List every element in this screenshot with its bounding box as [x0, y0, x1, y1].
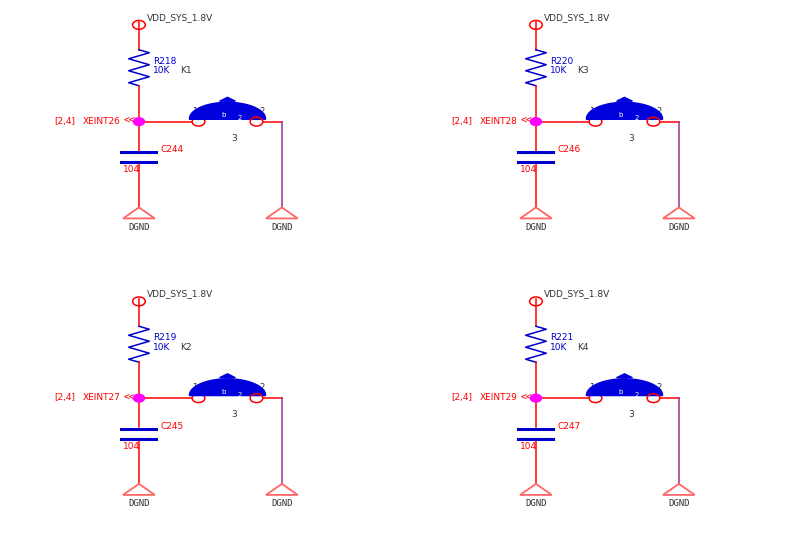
Text: XEINT26: XEINT26 — [83, 117, 121, 126]
Text: <<: << — [520, 116, 532, 126]
Polygon shape — [586, 102, 662, 119]
Circle shape — [530, 118, 542, 126]
Text: R219: R219 — [153, 333, 176, 342]
Polygon shape — [616, 97, 632, 101]
Text: DGND: DGND — [128, 499, 150, 508]
Text: DGND: DGND — [271, 223, 293, 232]
Text: 2: 2 — [657, 107, 662, 116]
Polygon shape — [219, 374, 235, 378]
Polygon shape — [189, 379, 265, 395]
Text: 104: 104 — [520, 165, 538, 174]
Text: <<: << — [123, 393, 135, 403]
Text: 1: 1 — [192, 383, 197, 392]
Text: 2: 2 — [237, 392, 241, 398]
Text: VDD_SYS_1.8V: VDD_SYS_1.8V — [544, 290, 610, 299]
Text: b: b — [619, 389, 622, 394]
Text: C244: C244 — [160, 145, 183, 154]
Text: 104: 104 — [123, 165, 141, 174]
Text: 3: 3 — [231, 410, 237, 419]
Text: 104: 104 — [123, 442, 141, 451]
Text: 3: 3 — [628, 134, 634, 143]
Text: C245: C245 — [160, 422, 183, 431]
Text: K2: K2 — [180, 342, 191, 352]
Text: VDD_SYS_1.8V: VDD_SYS_1.8V — [147, 290, 213, 299]
Text: C246: C246 — [557, 145, 580, 154]
Text: b: b — [619, 112, 622, 118]
Text: R220: R220 — [550, 56, 573, 66]
Circle shape — [133, 118, 145, 126]
Text: C247: C247 — [557, 422, 580, 431]
Text: 2: 2 — [260, 107, 265, 116]
Text: 1: 1 — [589, 107, 594, 116]
Polygon shape — [189, 102, 265, 119]
Text: 1: 1 — [192, 107, 197, 116]
Text: 1: 1 — [589, 383, 594, 392]
Text: DGND: DGND — [525, 499, 547, 508]
Text: K1: K1 — [180, 66, 192, 75]
Text: VDD_SYS_1.8V: VDD_SYS_1.8V — [147, 13, 213, 22]
Text: 2: 2 — [237, 116, 241, 121]
Text: 10K: 10K — [550, 66, 568, 75]
Text: 3: 3 — [628, 410, 634, 419]
Text: 2: 2 — [634, 116, 638, 121]
Text: [2,4]: [2,4] — [452, 117, 472, 126]
Polygon shape — [219, 97, 235, 101]
Text: XEINT29: XEINT29 — [480, 393, 518, 402]
Text: [2,4]: [2,4] — [55, 393, 75, 402]
Text: R221: R221 — [550, 333, 573, 342]
Circle shape — [133, 394, 145, 402]
Text: 104: 104 — [520, 442, 538, 451]
Text: DGND: DGND — [271, 499, 293, 508]
Text: DGND: DGND — [128, 223, 150, 232]
Text: K3: K3 — [577, 66, 589, 75]
Text: DGND: DGND — [668, 223, 690, 232]
Text: 10K: 10K — [550, 342, 568, 352]
Text: 2: 2 — [657, 383, 662, 392]
Text: b: b — [222, 112, 225, 118]
Text: [2,4]: [2,4] — [452, 393, 472, 402]
Text: XEINT28: XEINT28 — [480, 117, 518, 126]
Circle shape — [530, 394, 542, 402]
Polygon shape — [586, 379, 662, 395]
Text: 10K: 10K — [153, 66, 171, 75]
Text: XEINT27: XEINT27 — [83, 393, 121, 402]
Text: b: b — [222, 389, 225, 394]
Text: [2,4]: [2,4] — [55, 117, 75, 126]
Text: 2: 2 — [634, 392, 638, 398]
Text: 2: 2 — [260, 383, 265, 392]
Text: 10K: 10K — [153, 342, 171, 352]
Text: <<: << — [123, 116, 135, 126]
Text: R218: R218 — [153, 56, 176, 66]
Text: DGND: DGND — [668, 499, 690, 508]
Text: 3: 3 — [231, 134, 237, 143]
Text: VDD_SYS_1.8V: VDD_SYS_1.8V — [544, 13, 610, 22]
Text: <<: << — [520, 393, 532, 403]
Text: K4: K4 — [577, 342, 588, 352]
Text: DGND: DGND — [525, 223, 547, 232]
Polygon shape — [616, 374, 632, 378]
